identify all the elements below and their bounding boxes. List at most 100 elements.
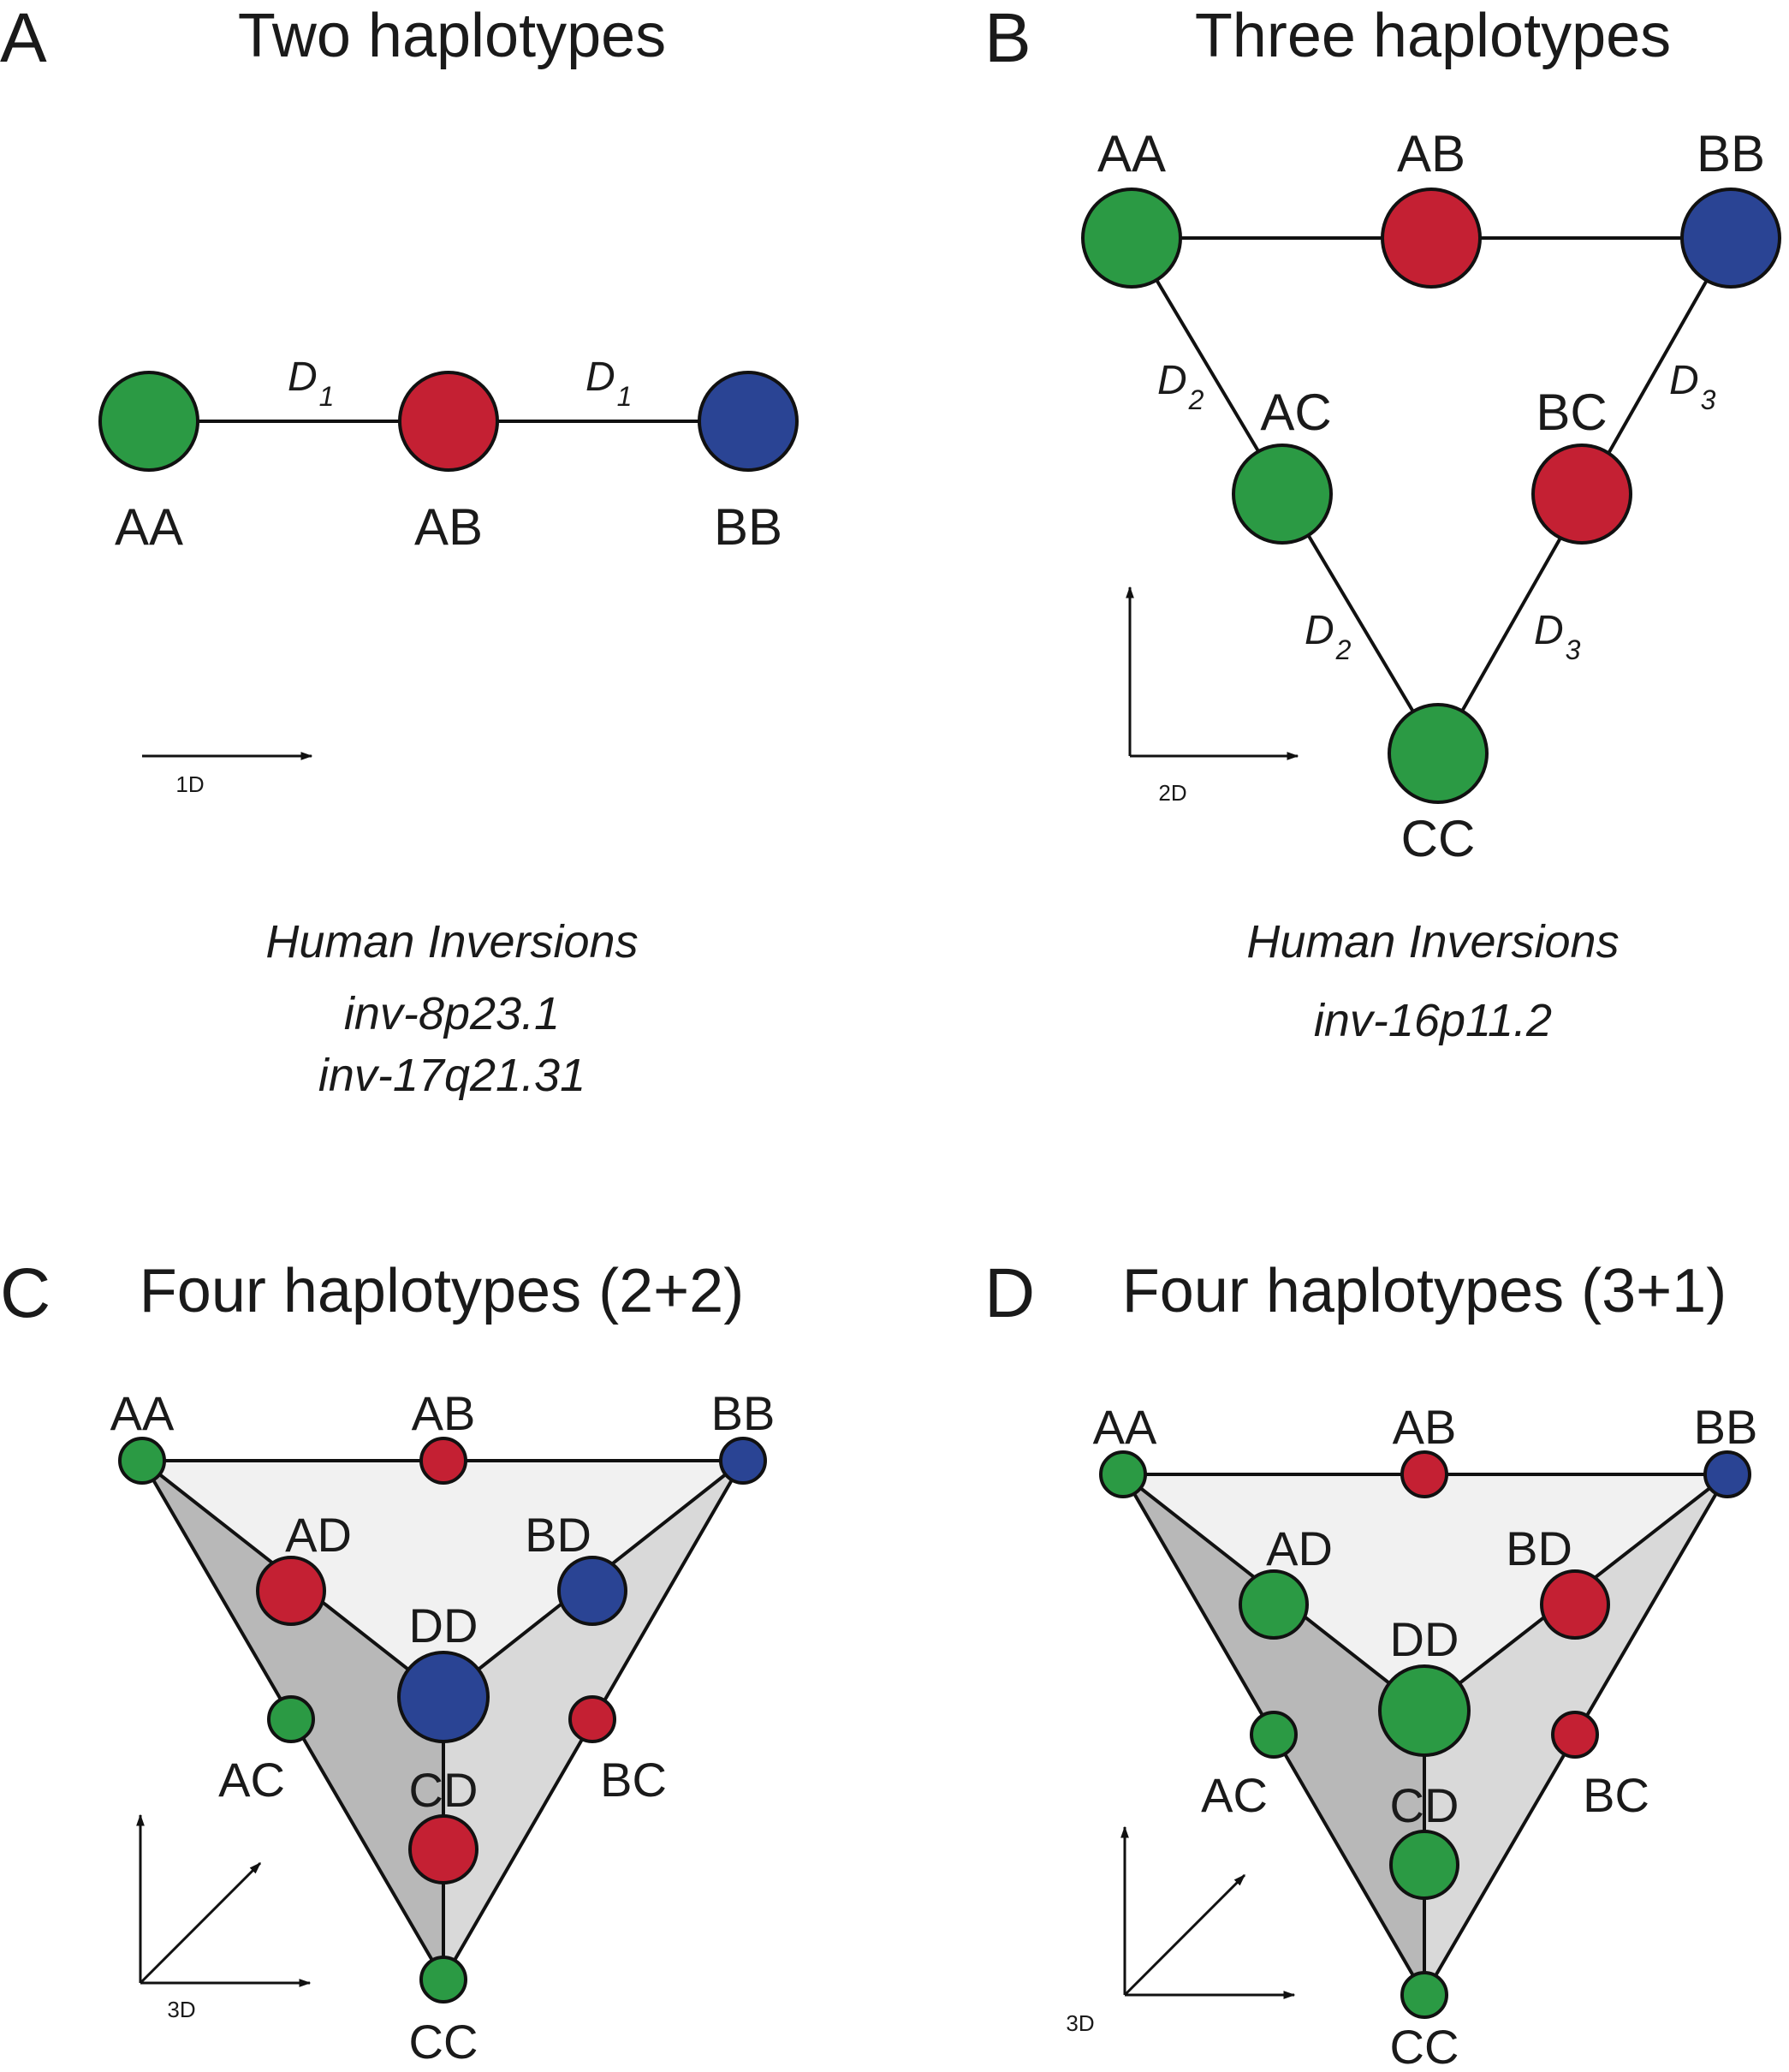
- node-ab: [419, 1437, 467, 1485]
- node-aa: [98, 371, 199, 472]
- panel-a-letter: A: [0, 0, 47, 77]
- panel-d-letter: D: [984, 1254, 1035, 1332]
- node-ad: [1239, 1569, 1309, 1640]
- node-label-bd: BD: [525, 1508, 591, 1562]
- edge-label-d3-lower: D3: [1534, 608, 1581, 665]
- node-label-bb: BB: [1697, 125, 1765, 182]
- edge-label-main: D: [585, 354, 615, 400]
- node-label-bb: BB: [711, 1386, 776, 1440]
- node-label-ac: AC: [1260, 384, 1331, 441]
- node-label-ac: AC: [1201, 1768, 1268, 1822]
- node-cd: [408, 1814, 478, 1884]
- axis-3d-label: 3D: [167, 1997, 195, 2022]
- panel-b: B Three haplotypes D2 D2 D3 D3 AA AB BB …: [984, 0, 1781, 1046]
- edge-label-main: D: [1305, 608, 1334, 653]
- node-aa: [118, 1437, 166, 1485]
- node-cc: [419, 1956, 467, 2004]
- node-aa: [1081, 188, 1182, 289]
- edge-label-main: D: [288, 354, 318, 400]
- node-label-ac: AC: [218, 1753, 285, 1807]
- panel-c: C Four haplotypes (2+2) AA AB BB AD BD D…: [0, 1254, 775, 2069]
- edge-label-sub: 1: [617, 381, 633, 412]
- node-bc: [1551, 1711, 1599, 1759]
- edge-label-main: D: [1669, 358, 1699, 403]
- edge-label-sub: 3: [1566, 634, 1581, 665]
- edge-label-sub: 2: [1188, 384, 1204, 415]
- axis-3d-diagonal-arrow: [1123, 1873, 1246, 1997]
- edge-label-d2-upper: D2: [1157, 358, 1204, 415]
- axis-3d-label: 3D: [1066, 2010, 1094, 2036]
- node-label-cd: CD: [409, 1763, 478, 1817]
- caption-a-line-2: inv-17q21.31: [318, 1050, 585, 1101]
- node-ad: [256, 1556, 326, 1626]
- edge-label-sub: 3: [1701, 384, 1716, 415]
- node-ac: [267, 1695, 315, 1743]
- panel-c-title: Four haplotypes (2+2): [140, 1257, 744, 1325]
- node-bb: [1680, 188, 1781, 289]
- panel-b-title: Three haplotypes: [1195, 2, 1671, 70]
- panel-b-letter: B: [984, 0, 1031, 77]
- caption-a-line-1: inv-8p23.1: [344, 988, 560, 1039]
- node-ac: [1232, 444, 1333, 545]
- edge-label-sub: 2: [1335, 634, 1352, 665]
- axis-1d-label: 1D: [175, 771, 204, 797]
- edge-label-d1-left: D1: [288, 354, 334, 412]
- node-label-ab: AB: [414, 498, 483, 556]
- face-top: [1123, 1474, 1727, 1711]
- node-label-cc: CC: [1401, 810, 1476, 867]
- edge-label-d3-upper: D3: [1669, 358, 1716, 415]
- caption-b-line-1: inv-16p11.2: [1314, 995, 1552, 1046]
- node-bc: [1531, 444, 1632, 545]
- node-cc: [1400, 1971, 1448, 2019]
- node-ab: [398, 371, 499, 472]
- node-bc: [568, 1695, 616, 1743]
- node-dd: [1378, 1664, 1471, 1757]
- node-bd: [1540, 1569, 1610, 1640]
- node-dd: [397, 1651, 490, 1743]
- node-bb: [1703, 1450, 1751, 1498]
- node-ab: [1400, 1450, 1448, 1498]
- node-label-bb: BB: [1694, 1400, 1758, 1454]
- panel-c-letter: C: [0, 1254, 51, 1332]
- panel-d: D Four haplotypes (3+1) AA AB BB AD BD D…: [984, 1254, 1757, 2072]
- node-label-aa: AA: [1097, 125, 1166, 182]
- node-bb: [719, 1437, 767, 1485]
- node-label-aa: AA: [1093, 1400, 1157, 1454]
- edge-label-main: D: [1534, 608, 1564, 653]
- node-label-cc: CC: [409, 2015, 478, 2069]
- node-cc: [1388, 703, 1489, 804]
- edge-label-d2-lower: D2: [1305, 608, 1352, 665]
- node-label-cd: CD: [1390, 1778, 1459, 1832]
- node-label-ad: AD: [285, 1508, 352, 1562]
- node-label-ab: AB: [1397, 125, 1465, 182]
- node-label-bc: BC: [600, 1753, 667, 1807]
- node-ab: [1381, 188, 1482, 289]
- node-bd: [557, 1556, 627, 1626]
- node-aa: [1099, 1450, 1147, 1498]
- edge-label-main: D: [1157, 358, 1187, 403]
- node-label-ad: AD: [1266, 1521, 1333, 1575]
- caption-b-title: Human Inversions: [1246, 916, 1619, 968]
- node-label-bd: BD: [1506, 1521, 1572, 1575]
- node-label-bc: BC: [1583, 1768, 1649, 1822]
- axis-3d-diagonal-arrow: [139, 1861, 262, 1985]
- node-label-bb: BB: [714, 498, 782, 556]
- node-label-dd: DD: [409, 1599, 478, 1652]
- panel-d-title: Four haplotypes (3+1): [1122, 1257, 1727, 1325]
- axis-2d-label: 2D: [1158, 780, 1186, 806]
- panel-a-title: Two haplotypes: [238, 2, 666, 70]
- node-cd: [1389, 1830, 1459, 1900]
- face-top: [142, 1461, 743, 1697]
- node-label-cc: CC: [1390, 2020, 1459, 2072]
- node-bb: [698, 371, 799, 472]
- node-label-ab: AB: [412, 1386, 476, 1440]
- edge-label-d1-right: D1: [585, 354, 632, 412]
- node-label-ab: AB: [1393, 1400, 1457, 1454]
- node-label-bc: BC: [1536, 384, 1607, 441]
- node-ac: [1250, 1711, 1298, 1759]
- node-label-dd: DD: [1390, 1612, 1459, 1666]
- edge-label-sub: 1: [319, 381, 335, 412]
- caption-a-title: Human Inversions: [265, 916, 638, 968]
- node-label-aa: AA: [110, 1386, 175, 1440]
